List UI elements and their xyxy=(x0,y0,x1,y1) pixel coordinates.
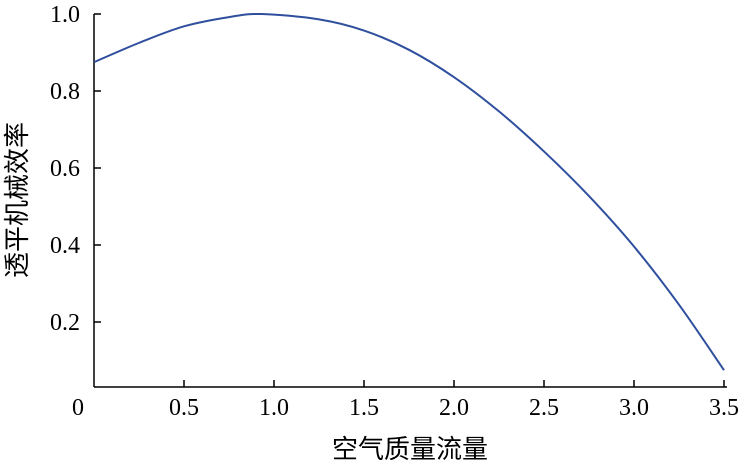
axes xyxy=(93,14,727,388)
x-tick-label: 2.5 xyxy=(529,395,559,421)
x-tick-label: 3.0 xyxy=(619,395,649,421)
x-tick-label: 2.0 xyxy=(439,395,469,421)
x-axis-title: 空气质量流量 xyxy=(332,435,488,465)
x-tick-label: 1.5 xyxy=(349,395,379,421)
y-tick-label: 0.4 xyxy=(50,233,80,259)
y-axis-title: 透平机械效率 xyxy=(3,122,33,278)
y-tick-label: 1.0 xyxy=(50,2,80,28)
x-tick-label: 1.0 xyxy=(259,395,289,421)
efficiency-curve xyxy=(93,12,725,371)
y-axis-ticks: 0.2 0.4 0.6 0.8 1.0 xyxy=(50,2,101,336)
x-tick-label: 3.5 xyxy=(709,395,739,421)
y-tick-label: 0.2 xyxy=(50,310,80,336)
y-tick-label: 0.8 xyxy=(50,79,80,105)
x-axis-ticks: 0 0.5 1.0 1.5 2.0 2.5 3.0 3.5 xyxy=(72,380,739,421)
series-group xyxy=(93,12,725,371)
x-tick-label: 0 xyxy=(72,395,84,421)
y-tick-label: 0.6 xyxy=(50,156,80,182)
x-tick-label: 0.5 xyxy=(169,395,199,421)
